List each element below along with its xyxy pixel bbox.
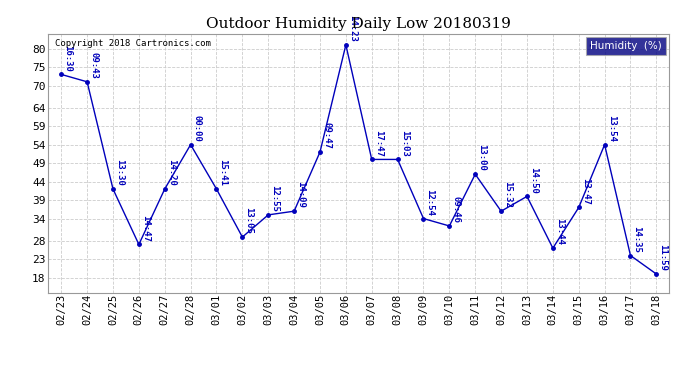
Text: 14:47: 14:47 [141, 214, 150, 242]
Text: 09:46: 09:46 [451, 196, 460, 223]
Text: 09:47: 09:47 [322, 122, 331, 149]
Text: 13:30: 13:30 [115, 159, 124, 186]
Text: 00:00: 00:00 [193, 115, 201, 142]
Text: 14:09: 14:09 [296, 182, 305, 208]
Text: 15:03: 15:03 [400, 130, 408, 156]
Text: 13:54: 13:54 [607, 115, 615, 142]
Text: 13:00: 13:00 [477, 144, 486, 171]
Text: 13:05: 13:05 [244, 207, 253, 234]
Text: 14:20: 14:20 [167, 159, 176, 186]
Text: 16:30: 16:30 [63, 45, 72, 72]
Title: Outdoor Humidity Daily Low 20180319: Outdoor Humidity Daily Low 20180319 [206, 17, 511, 31]
Text: 09:43: 09:43 [89, 52, 98, 79]
Text: Copyright 2018 Cartronics.com: Copyright 2018 Cartronics.com [55, 39, 210, 48]
Text: 15:32: 15:32 [503, 182, 512, 208]
Text: 13:44: 13:44 [555, 218, 564, 245]
Text: 14:50: 14:50 [529, 166, 538, 194]
Text: 13:47: 13:47 [581, 178, 590, 204]
Text: 15:41: 15:41 [219, 159, 228, 186]
Text: 12:54: 12:54 [426, 189, 435, 216]
Text: 11:59: 11:59 [658, 244, 667, 271]
Text: 12:55: 12:55 [270, 185, 279, 212]
Text: 14:35: 14:35 [633, 226, 642, 253]
Legend: Humidity  (%): Humidity (%) [586, 37, 666, 55]
Text: 17:47: 17:47 [374, 130, 383, 156]
Text: 14:23: 14:23 [348, 15, 357, 42]
